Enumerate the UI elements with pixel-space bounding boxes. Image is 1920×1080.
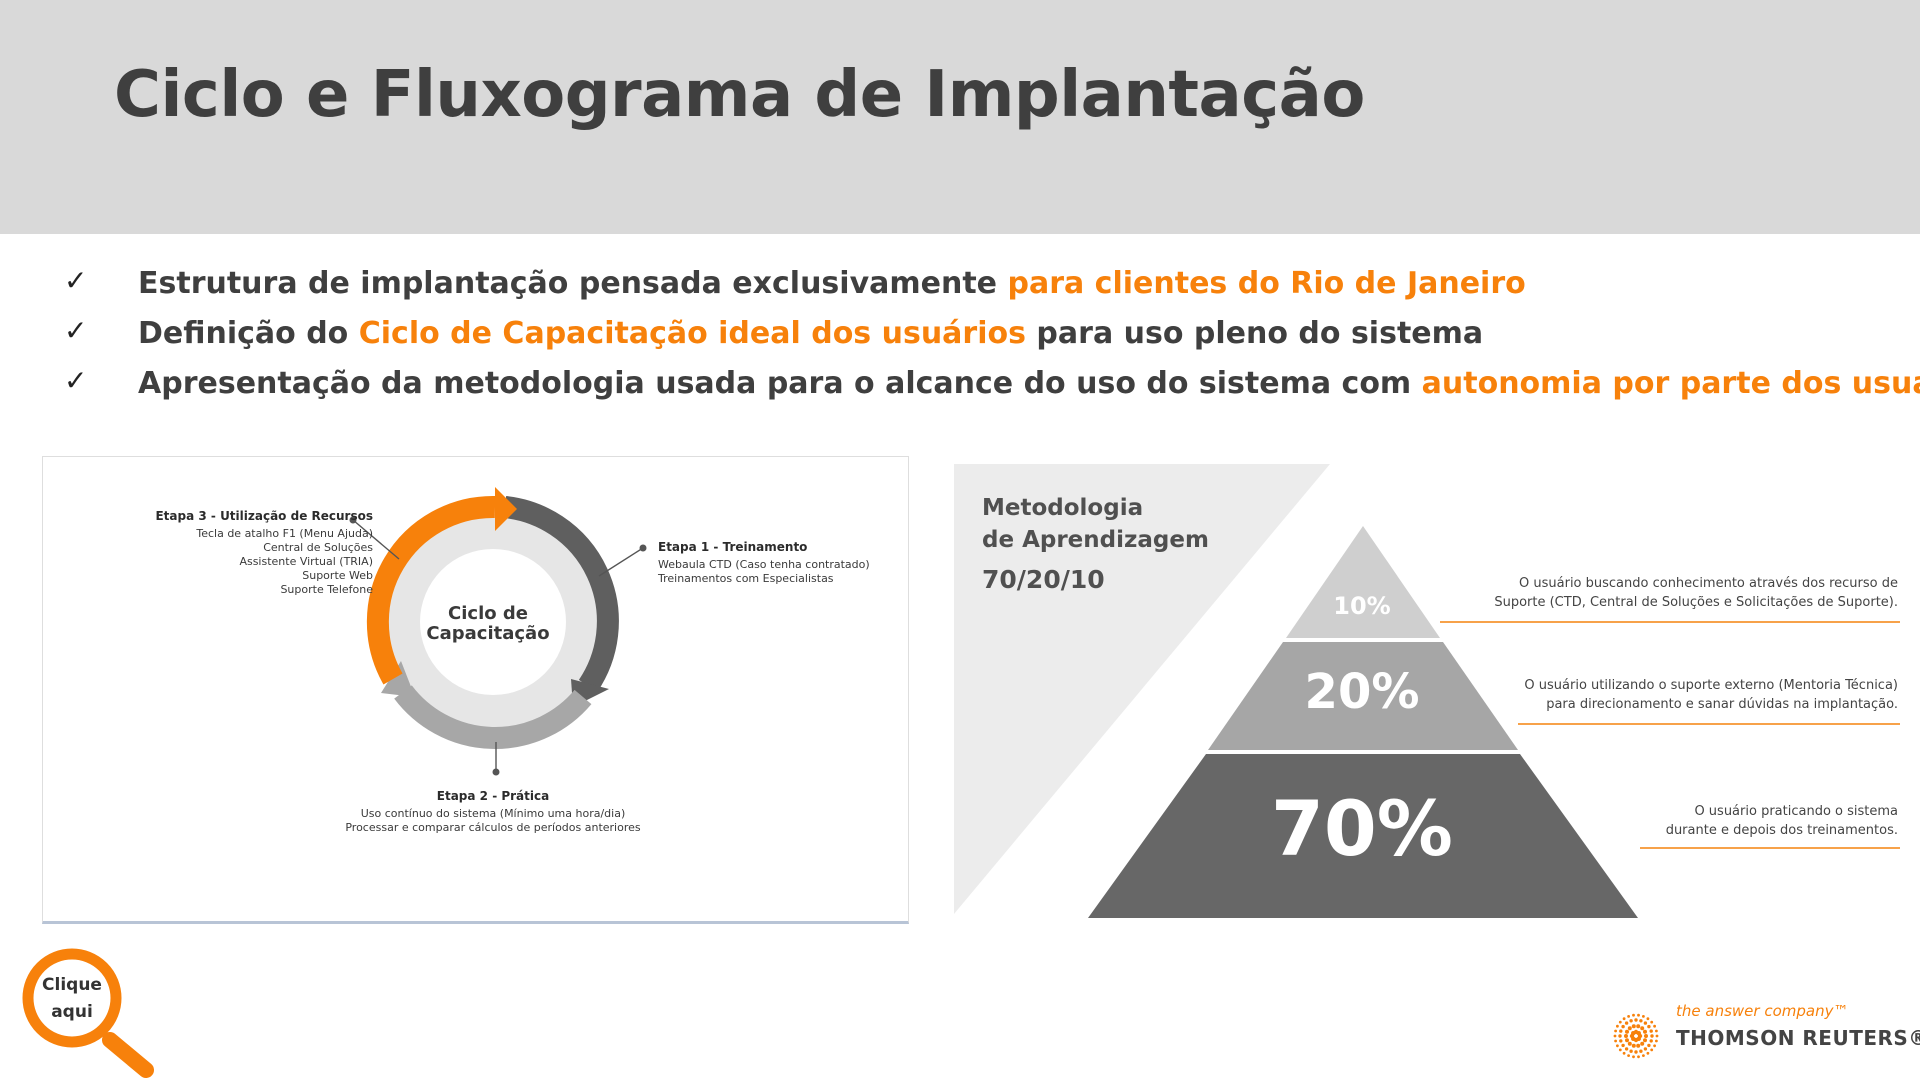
- pyramid-desc-70: O usuário praticando o sistema durante e…: [1665, 804, 1898, 838]
- bullet-highlight: para clientes do Rio de Janeiro: [1007, 266, 1526, 301]
- cycle-arc-light: [394, 685, 592, 749]
- pyramid-desc-10: O usuário buscando conhecimento através …: [1494, 576, 1898, 610]
- bullet-highlight: autonomia por parte dos usuários: [1421, 366, 1920, 401]
- arrowhead-icon: [495, 487, 517, 531]
- etapa3-title: Etapa 3 - Utilização de Recursos: [155, 509, 373, 523]
- clique-aqui-button[interactable]: Clique aqui: [18, 942, 158, 1078]
- bullet-item: ✓ Definição do Ciclo de Capacitação idea…: [64, 312, 1884, 362]
- arrowhead-icon: [381, 661, 415, 697]
- connector-dot: [492, 768, 500, 776]
- connector-line: [598, 547, 644, 577]
- etapa3-item: Suporte Web: [302, 569, 373, 582]
- bullet-text: Definição do Ciclo de Capacitação ideal …: [138, 316, 1484, 351]
- methodology-heading: Metodologia de Aprendizagem 70/20/10: [982, 495, 1209, 594]
- learning-pyramid: Metodologia de Aprendizagem 70/20/10 10%…: [950, 462, 1910, 922]
- cycle-arc-dark: [503, 496, 619, 693]
- etapa3-item: Suporte Telefone: [280, 583, 373, 596]
- pyramid-desc-20: O usuário utilizando o suporte externo (…: [1524, 678, 1898, 712]
- bullet-item: ✓ Estrutura de implantação pensada exclu…: [64, 262, 1884, 312]
- header-bar: [0, 0, 1920, 234]
- pyramid-pct-20: 20%: [1304, 664, 1420, 720]
- pyramid-graphic: [954, 464, 1900, 918]
- etapa3-item: Tecla de atalho F1 (Menu Ajuda): [196, 527, 373, 540]
- clique-aqui-label[interactable]: Clique aqui: [42, 975, 102, 1022]
- pyramid-pct-10: 10%: [1333, 592, 1391, 620]
- magnifier-icon: [22, 948, 154, 1078]
- background-triangle: [954, 464, 1330, 914]
- pyramid-level-middle: [1208, 642, 1518, 750]
- page-title: Ciclo e Fluxograma de Implantação: [114, 58, 1365, 132]
- cycle-center-label: Ciclo de Capacitação: [426, 603, 550, 644]
- capacitacao-cycle-diagram: Ciclo de Capacitação Etapa 3 - Utilizaçã…: [42, 456, 909, 924]
- brand-tagline: the answer company™: [1676, 1002, 1849, 1020]
- bullet-highlight: Ciclo de Capacitação ideal dos usuários: [358, 316, 1026, 351]
- connector-dot: [639, 544, 647, 552]
- bullet-text: Apresentação da metodologia usada para o…: [138, 366, 1920, 401]
- pyramid-pct-70: 70%: [1271, 784, 1453, 873]
- cycle-arc-orange: [366, 495, 496, 685]
- checkmark-icon: ✓: [64, 314, 88, 347]
- etapa3-item: Assistente Virtual (TRIA): [239, 555, 373, 568]
- brand-name: THOMSON REUTERS®: [1676, 1026, 1920, 1050]
- connector-line: [352, 519, 400, 560]
- etapa2-block: Etapa 2 - Prática Uso contínuo do sistem…: [333, 789, 653, 835]
- etapa1-item: Treinamentos com Especialistas: [658, 572, 834, 585]
- etapa1-item: Webaula CTD (Caso tenha contratado): [658, 558, 870, 571]
- brand-dot-logo-icon: [1613, 1013, 1659, 1059]
- connector-dot: [349, 516, 357, 524]
- pyramid-level-bottom: [1088, 754, 1638, 918]
- etapa3-block: Etapa 3 - Utilização de Recursos Tecla d…: [113, 509, 373, 597]
- pyramid-level-top: [1286, 526, 1440, 638]
- thomson-reuters-logo: the answer company™ THOMSON REUTERS®: [1612, 998, 1920, 1062]
- bullet-item: ✓ Apresentação da metodologia usada para…: [64, 362, 1920, 412]
- etapa2-item: Processar e comparar cálculos de período…: [345, 821, 641, 834]
- checkmark-icon: ✓: [64, 364, 88, 397]
- methodology-ratio: 70/20/10: [982, 565, 1105, 594]
- etapa3-item: Central de Soluções: [263, 541, 373, 554]
- checkmark-icon: ✓: [64, 264, 88, 297]
- etapa1-title: Etapa 1 - Treinamento: [658, 540, 808, 554]
- cycle-graphic: [349, 487, 647, 776]
- cycle-center-disc: [420, 549, 566, 695]
- etapa1-block: Etapa 1 - Treinamento Webaula CTD (Caso …: [658, 540, 908, 586]
- bullet-list: ✓ Estrutura de implantação pensada exclu…: [64, 262, 1920, 412]
- bullet-text: Estrutura de implantação pensada exclusi…: [138, 266, 1526, 301]
- etapa2-title: Etapa 2 - Prática: [436, 789, 550, 803]
- etapa2-item: Uso contínuo do sistema (Mínimo uma hora…: [360, 807, 626, 820]
